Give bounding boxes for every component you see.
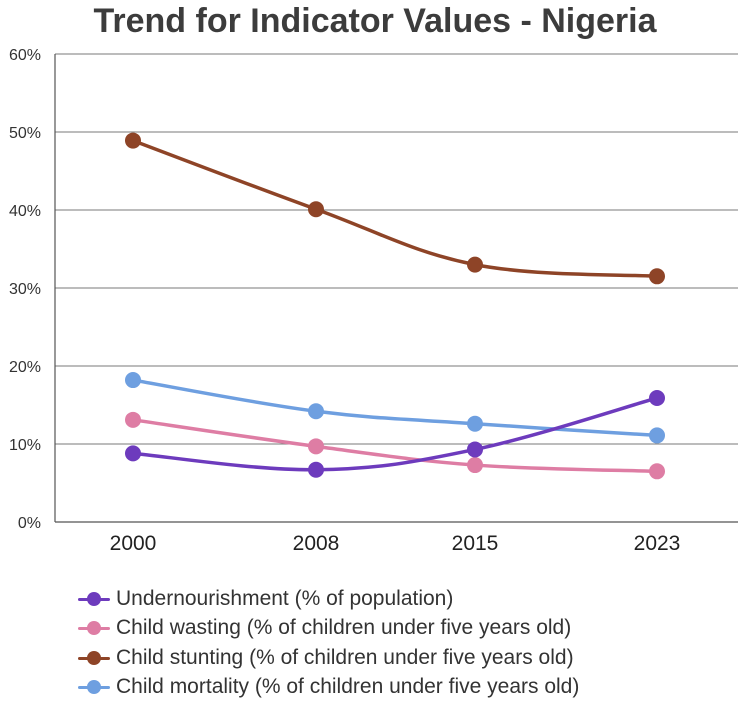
y-tick-label: 0% <box>18 515 41 532</box>
data-point <box>308 461 324 478</box>
x-tick-labels: 2000 2008 2015 2023 <box>110 532 681 555</box>
legend-item: Undernourishment (% of population) <box>78 584 579 614</box>
legend-swatch <box>78 680 110 695</box>
data-point <box>649 463 665 480</box>
x-tick-label: 2015 <box>452 532 499 555</box>
legend-label: Undernourishment (% of population) <box>116 586 454 610</box>
series-line <box>131 138 659 279</box>
series-line <box>131 418 659 474</box>
legend-swatch <box>78 650 110 665</box>
legend-item: Child stunting (% of children under five… <box>78 643 579 673</box>
y-tick-label: 60% <box>9 47 41 64</box>
legend-label: Child mortality (% of children under fiv… <box>116 675 580 699</box>
data-point <box>467 256 483 273</box>
gridlines <box>55 53 738 445</box>
legend-label: Child stunting (% of children under five… <box>116 645 574 669</box>
chart-title: Trend for Indicator Values - Nigeria <box>93 2 657 40</box>
data-point <box>649 427 665 444</box>
legend-swatch <box>78 621 110 636</box>
legend-label: Child wasting (% of children under five … <box>116 616 572 640</box>
series-3 <box>125 132 665 285</box>
data-point <box>125 372 141 389</box>
data-point <box>125 411 141 428</box>
series-line <box>131 378 659 438</box>
y-tick-label: 30% <box>9 281 41 298</box>
legend-item: Child wasting (% of children under five … <box>78 614 579 644</box>
data-point <box>649 268 665 285</box>
series <box>125 132 665 480</box>
x-tick-label: 2023 <box>634 532 681 555</box>
legend-swatch <box>78 591 110 606</box>
y-tick-label: 20% <box>9 359 41 376</box>
data-point <box>649 389 665 406</box>
data-point <box>467 457 483 474</box>
data-point <box>308 403 324 420</box>
legend-item: Child mortality (% of children under fiv… <box>78 673 579 703</box>
series-2 <box>125 411 665 480</box>
axes <box>54 54 738 523</box>
y-tick-labels: 0% 10% 20% 30% 40% 50% 60% <box>9 47 41 532</box>
data-point <box>308 438 324 455</box>
legend: Undernourishment (% of population) Child … <box>78 584 579 702</box>
series-line <box>131 396 659 472</box>
y-tick-label: 40% <box>9 203 41 220</box>
y-tick-label: 10% <box>9 437 41 454</box>
data-point <box>125 132 141 149</box>
y-tick-label: 50% <box>9 125 41 142</box>
data-point <box>467 415 483 432</box>
series-1 <box>125 389 665 478</box>
data-point <box>125 445 141 462</box>
data-point <box>308 201 324 218</box>
x-tick-label: 2008 <box>293 532 340 555</box>
x-tick-label: 2000 <box>110 532 157 555</box>
data-point <box>467 441 483 458</box>
series-4 <box>125 372 665 444</box>
